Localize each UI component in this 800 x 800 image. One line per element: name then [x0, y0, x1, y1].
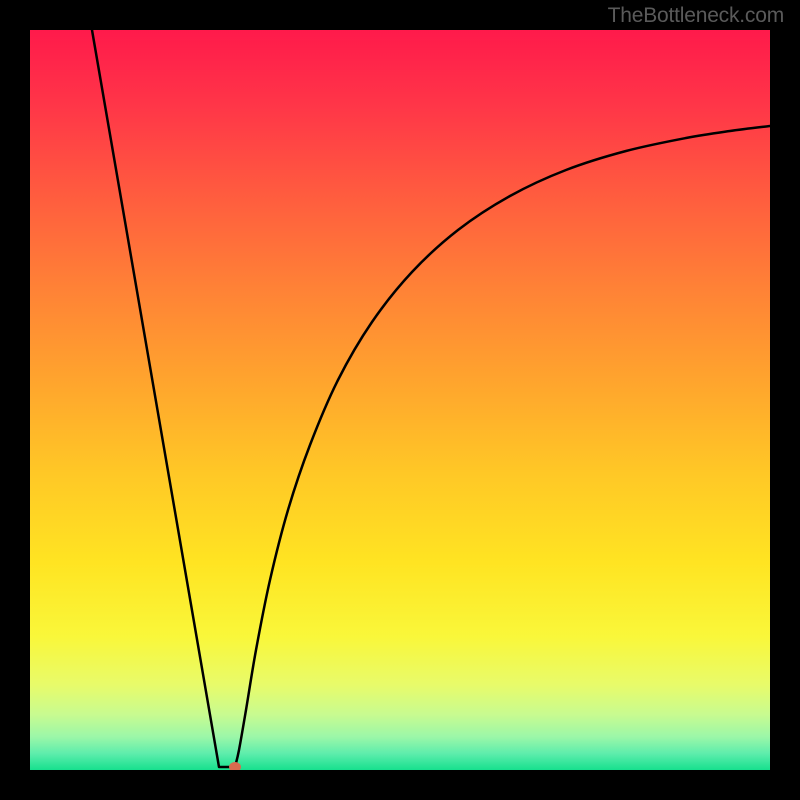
chart-frame: TheBottleneck.com [0, 0, 800, 800]
plot-area [30, 30, 770, 770]
curve-layer [30, 30, 770, 770]
valley-marker [229, 762, 241, 770]
bottleneck-curve [92, 30, 770, 767]
watermark-text: TheBottleneck.com [608, 4, 784, 28]
